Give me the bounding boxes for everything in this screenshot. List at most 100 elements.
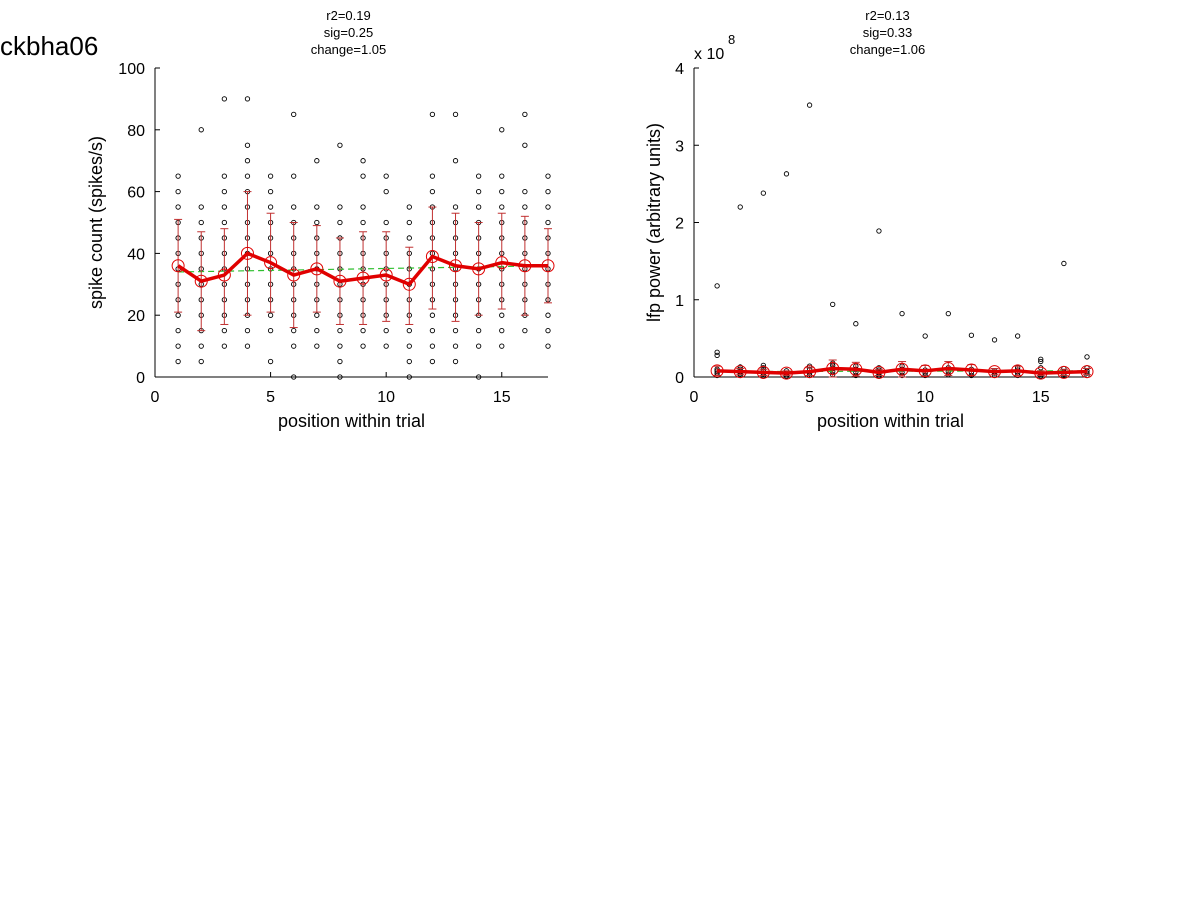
y-axis-label: lfp power (arbitrary units) — [644, 123, 664, 322]
stat-line: sig=0.25 — [324, 25, 374, 40]
data-point — [314, 204, 320, 210]
data-point — [522, 111, 528, 118]
data-point — [499, 312, 505, 318]
data-point — [175, 327, 181, 334]
axis-exponent: x 10 — [694, 46, 724, 63]
mean-marker — [803, 365, 817, 379]
x-axis-label: position within trial — [817, 411, 964, 431]
data-point — [198, 204, 204, 210]
data-point — [1038, 358, 1044, 365]
data-point — [244, 343, 251, 349]
data-point — [360, 204, 366, 210]
mean-marker — [379, 268, 393, 282]
data-point — [452, 158, 459, 164]
data-point — [806, 102, 813, 108]
mean-marker — [849, 362, 863, 376]
data-point — [291, 343, 297, 349]
data-point — [244, 173, 251, 179]
data-point — [714, 349, 720, 355]
data-point — [499, 188, 505, 195]
data-point — [452, 204, 459, 210]
data-point — [475, 173, 482, 179]
y-axis-label: spike count (spikes/s) — [86, 136, 106, 309]
data-point — [475, 374, 482, 380]
y-tick-label: 2 — [675, 216, 684, 233]
data-point — [291, 327, 297, 334]
data-point — [221, 343, 228, 349]
data-point — [545, 173, 551, 179]
data-point — [175, 358, 181, 365]
data-point — [244, 158, 251, 164]
data-point — [337, 343, 343, 349]
mean-marker — [425, 249, 439, 263]
data-point — [714, 352, 720, 359]
x-tick-label: 10 — [377, 389, 395, 406]
data-point — [475, 327, 482, 334]
data-point — [198, 358, 204, 365]
y-tick-label: 40 — [127, 246, 145, 263]
data-point — [406, 327, 412, 334]
mean-marker — [518, 259, 532, 273]
data-point — [267, 188, 274, 195]
data-point — [991, 337, 998, 343]
mean-marker — [541, 259, 555, 273]
mean-marker — [733, 365, 747, 379]
data-point — [244, 327, 251, 334]
data-point — [314, 327, 320, 334]
data-point — [314, 219, 320, 226]
data-point — [221, 219, 228, 226]
mean-marker — [1080, 365, 1094, 379]
data-point — [475, 343, 482, 349]
data-point — [175, 343, 181, 349]
data-point — [968, 332, 975, 338]
data-point — [406, 219, 412, 226]
mean-marker — [1011, 364, 1025, 378]
data-point — [221, 327, 228, 334]
data-point — [406, 204, 412, 210]
data-point — [406, 358, 412, 365]
data-point — [499, 173, 505, 179]
data-point — [175, 188, 181, 195]
data-point — [945, 311, 951, 317]
data-point — [429, 327, 436, 334]
data-point — [499, 327, 505, 334]
data-point — [221, 96, 228, 102]
data-point — [360, 158, 366, 164]
stat-line: sig=0.33 — [863, 25, 913, 40]
y-tick-label: 80 — [127, 123, 145, 140]
data-point — [499, 204, 505, 210]
data-point — [545, 312, 551, 318]
mean-marker — [264, 256, 278, 270]
data-point — [198, 343, 204, 349]
mean-marker — [495, 256, 509, 270]
data-point — [291, 111, 297, 118]
data-point — [429, 173, 436, 179]
mean-marker — [240, 246, 254, 260]
y-tick-label: 4 — [675, 61, 684, 78]
data-point — [383, 219, 389, 226]
data-point — [545, 327, 551, 334]
data-point — [291, 374, 297, 380]
mean-line — [717, 366, 1088, 375]
mean-marker — [826, 362, 840, 376]
data-point — [545, 188, 551, 195]
data-point — [714, 283, 720, 289]
data-point — [337, 219, 343, 226]
data-point — [360, 219, 366, 226]
mean-marker — [287, 268, 301, 282]
x-tick-label: 5 — [805, 389, 814, 406]
data-point — [760, 190, 767, 196]
data-point — [499, 127, 505, 133]
data-point — [522, 327, 528, 334]
data-point — [360, 343, 366, 349]
stat-line: change=1.06 — [850, 42, 926, 57]
data-point — [221, 188, 228, 195]
mean-line — [177, 251, 548, 287]
mean-marker — [217, 268, 231, 282]
x-axis-label: position within trial — [278, 411, 425, 431]
stat-line: r2=0.13 — [865, 8, 909, 23]
data-point — [175, 204, 181, 210]
data-point — [383, 188, 389, 195]
stat-line: r2=0.19 — [326, 8, 370, 23]
